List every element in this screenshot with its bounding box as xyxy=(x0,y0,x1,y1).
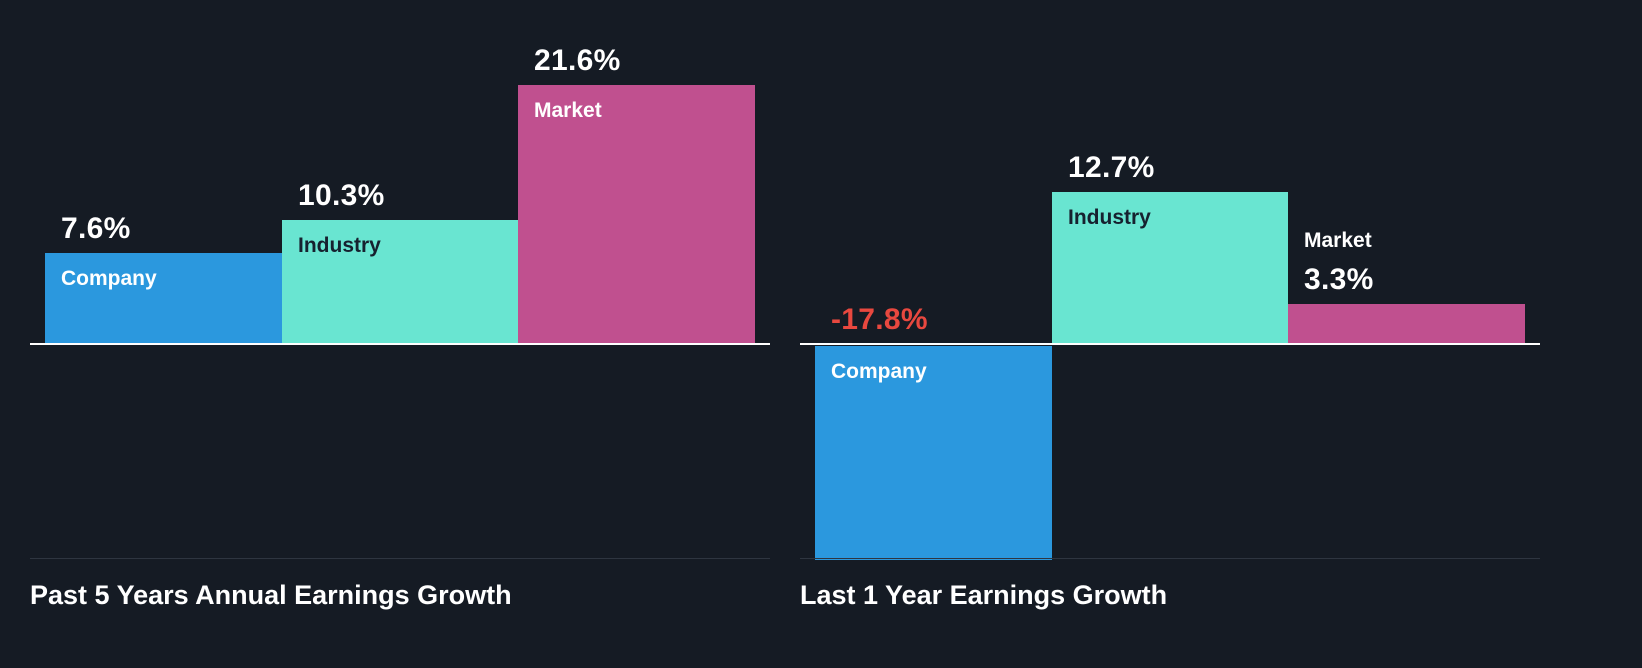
value-label-industry: 12.7% xyxy=(1068,151,1155,184)
chart-title: Past 5 Years Annual Earnings Growth xyxy=(30,580,512,610)
category-label-industry: Industry xyxy=(298,234,381,257)
value-label-market: 21.6% xyxy=(534,44,621,77)
value-label-industry: 10.3% xyxy=(298,179,385,212)
divider-line xyxy=(800,558,1540,559)
value-label-company: 7.6% xyxy=(61,212,131,245)
category-label-market: Market xyxy=(1304,228,1372,252)
category-label-market: Market xyxy=(534,99,602,122)
value-label-company: -17.8% xyxy=(831,303,928,336)
divider-line xyxy=(30,558,770,559)
bar-market xyxy=(518,85,755,344)
plot-area: 7.6% Company 10.3% Industry 21.6% Market xyxy=(30,0,770,668)
baseline-axis xyxy=(800,343,1540,345)
category-label-company: Company xyxy=(61,267,157,290)
bar-industry xyxy=(1052,192,1288,344)
bar-industry xyxy=(282,220,518,344)
baseline-axis xyxy=(30,343,770,345)
category-label-industry: Industry xyxy=(1068,206,1151,229)
chart-past-5-years: 7.6% Company 10.3% Industry 21.6% Market Past… xyxy=(30,0,770,668)
bar-market xyxy=(1288,304,1525,344)
category-label-company: Company xyxy=(831,360,927,383)
plot-area: -17.8% Company 12.7% Industry 3.3% Market xyxy=(800,0,1540,668)
chart-last-1-year: -17.8% Company 12.7% Industry 3.3% Market Las… xyxy=(800,0,1540,668)
chart-title: Last 1 Year Earnings Growth xyxy=(800,580,1168,610)
bar-company xyxy=(815,346,1052,560)
value-label-market: 3.3% xyxy=(1304,263,1374,296)
bar-company xyxy=(45,253,282,344)
